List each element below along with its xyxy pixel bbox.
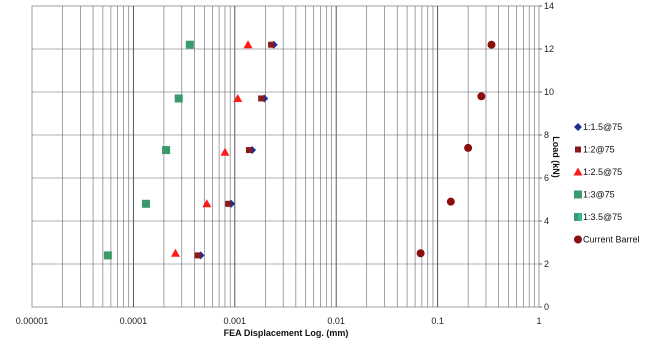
legend-marker bbox=[574, 123, 582, 131]
data-point bbox=[233, 93, 243, 102]
x-tick-label: 1 bbox=[536, 316, 541, 326]
x-tick-label: 0.0001 bbox=[120, 316, 148, 326]
legend-item: Current Barrel bbox=[574, 235, 640, 245]
data-point bbox=[416, 249, 425, 258]
legend-label: 1:2.5@75 bbox=[583, 167, 622, 177]
legend-marker bbox=[574, 190, 582, 199]
x-tick-label: 0.001 bbox=[224, 316, 247, 326]
legend-item: 1:3@75 bbox=[574, 190, 615, 200]
y-tick-label: 0 bbox=[544, 302, 549, 312]
y-tick-label: 8 bbox=[544, 130, 549, 140]
y-axis-label: Load (kN) bbox=[551, 136, 561, 178]
x-tick-labels: 0.00001 0.0001 0.001 0.01 0.1 1 bbox=[16, 316, 542, 326]
data-points bbox=[103, 40, 496, 260]
data-point bbox=[245, 147, 252, 154]
y-tick-labels: 0 2 4 6 8 10 12 14 bbox=[539, 1, 554, 312]
data-point bbox=[477, 92, 486, 101]
data-point bbox=[162, 146, 171, 155]
legend-item: 1:2@75 bbox=[575, 145, 615, 155]
data-point bbox=[268, 41, 275, 48]
y-tick-label: 10 bbox=[544, 87, 554, 97]
legend-marker bbox=[574, 213, 582, 221]
x-tick-label: 0.00001 bbox=[16, 316, 49, 326]
data-point bbox=[220, 147, 230, 156]
plot-area bbox=[31, 5, 540, 308]
legend-label: 1:3@75 bbox=[583, 190, 615, 200]
data-point bbox=[258, 95, 265, 102]
y-tick-label: 6 bbox=[544, 173, 549, 183]
legend-item: 1:1.5@75 bbox=[574, 122, 622, 132]
data-point bbox=[202, 199, 212, 208]
legend-label: 1:3.5@75 bbox=[583, 212, 622, 222]
data-point bbox=[170, 248, 180, 257]
x-axis-label: FEA Displacement Log. (mm) bbox=[224, 328, 349, 338]
data-point bbox=[464, 143, 473, 152]
legend-item: 1:3.5@75 bbox=[574, 212, 622, 222]
legend-marker bbox=[575, 146, 581, 153]
legend-label: 1:2@75 bbox=[583, 145, 615, 155]
legend-label: Current Barrel bbox=[583, 235, 640, 245]
y-tick-label: 12 bbox=[544, 44, 554, 54]
data-point bbox=[225, 200, 232, 207]
y-tick-label: 14 bbox=[544, 1, 554, 11]
data-point bbox=[174, 94, 183, 103]
data-point bbox=[194, 252, 201, 259]
legend: 1:1.5@75 1:2@75 1:2.5@75 1:3@75 1:3.5@75 Curr… bbox=[573, 122, 640, 245]
legend-marker bbox=[573, 167, 583, 176]
x-tick-label: 0.01 bbox=[327, 316, 345, 326]
y-tick-label: 4 bbox=[544, 216, 549, 226]
legend-item: 1:2.5@75 bbox=[573, 167, 622, 177]
grid-lines bbox=[32, 6, 539, 307]
data-point bbox=[141, 199, 150, 208]
y-tick-label: 2 bbox=[544, 259, 549, 269]
data-point bbox=[185, 40, 194, 49]
data-point bbox=[487, 40, 496, 49]
data-point bbox=[446, 197, 455, 206]
data-point bbox=[103, 251, 112, 260]
data-point bbox=[243, 40, 253, 49]
legend-label: 1:1.5@75 bbox=[583, 122, 622, 132]
x-tick-label: 0.1 bbox=[431, 316, 444, 326]
legend-marker bbox=[574, 235, 582, 244]
